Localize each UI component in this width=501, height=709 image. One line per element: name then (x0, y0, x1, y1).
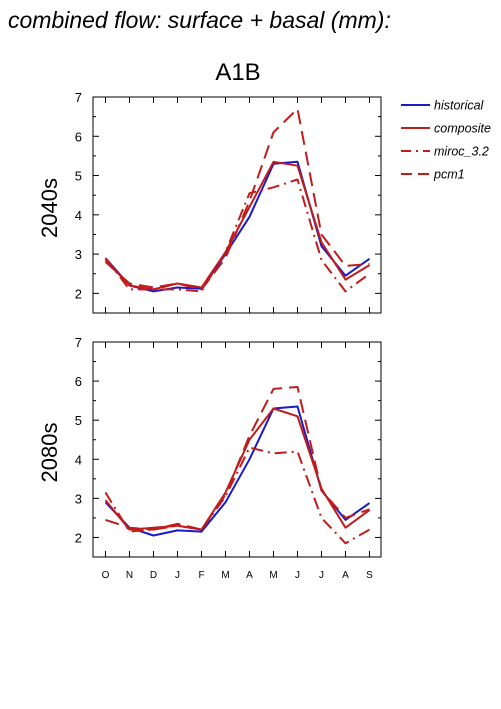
y-tick-label: 4 (75, 452, 82, 467)
y-tick-label: 3 (75, 491, 82, 506)
panel-2080s: 2 3 4 5 6 7 2080s (37, 335, 382, 558)
series-line-miroc-3-2 (104, 178, 371, 293)
y-tick-label: 5 (75, 413, 82, 428)
x-tick-label: J (175, 570, 180, 581)
plot-frame (92, 96, 382, 314)
x-tick-label: O (102, 570, 110, 581)
panel-2040s: 2 3 4 5 6 7 2040s (37, 90, 382, 314)
plot-frame (92, 341, 382, 558)
scenario-title: A1B (215, 59, 260, 86)
y-tick-label: 3 (75, 247, 82, 262)
panel-label: 2040s (37, 178, 62, 238)
series-line-composite (104, 407, 371, 531)
x-tick-label: N (126, 570, 133, 581)
y-tick-label: 2 (75, 530, 82, 545)
y-tick-label: 6 (75, 129, 82, 144)
y-tick-label: 7 (75, 335, 82, 350)
x-tick-label: J (319, 570, 324, 581)
y-tick-label: 4 (75, 208, 82, 223)
x-tick-label: D (150, 570, 157, 581)
panel-label: 2080s (37, 423, 62, 483)
x-tick-label: A (342, 570, 349, 581)
series-line-historical (104, 405, 371, 537)
y-tick-label: 6 (75, 374, 82, 389)
y-tick-label: 7 (75, 90, 82, 105)
series-line-historical (104, 160, 371, 293)
legend-label: historical (434, 99, 485, 113)
legend-label: miroc_3.2 (434, 145, 489, 159)
series-line-pcm1 (105, 386, 370, 531)
series-line-pcm1 (104, 107, 370, 291)
legend: historical composite miroc_3.2 pcm1 (401, 99, 491, 182)
y-tick-label: 5 (75, 169, 82, 184)
x-tick-label: A (246, 570, 253, 581)
legend-label: pcm1 (433, 168, 465, 182)
x-tick-label: M (269, 570, 277, 581)
x-tick-label: S (366, 570, 373, 581)
x-tick-label: F (198, 570, 204, 581)
x-tick-label: J (295, 570, 300, 581)
x-tick-label: M (221, 570, 229, 581)
figure-title: combined flow: surface + basal (mm): (8, 7, 391, 33)
legend-label: composite (434, 122, 491, 136)
y-tick-label: 2 (75, 286, 82, 301)
